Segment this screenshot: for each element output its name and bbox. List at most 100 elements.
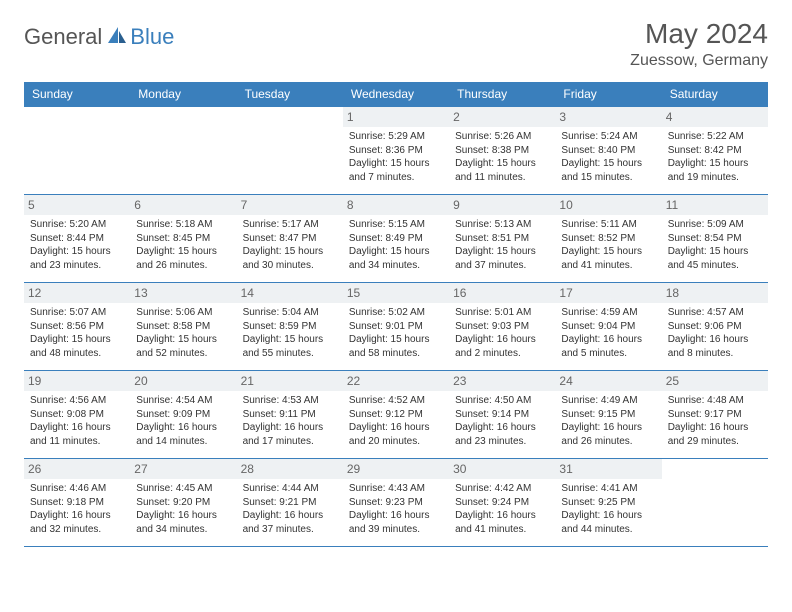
daylight-line: Daylight: 15 hours and 41 minutes. — [561, 245, 655, 272]
sunset-line: Sunset: 8:40 PM — [561, 144, 655, 158]
sunrise-line: Sunrise: 5:26 AM — [455, 130, 549, 144]
logo-text-general: General — [24, 24, 102, 50]
calendar-week-row: 26Sunrise: 4:46 AMSunset: 9:18 PMDayligh… — [24, 459, 768, 547]
sunrise-line: Sunrise: 5:29 AM — [349, 130, 443, 144]
day-number: 30 — [449, 459, 555, 479]
calendar-day-cell: 6Sunrise: 5:18 AMSunset: 8:45 PMDaylight… — [130, 195, 236, 283]
calendar-day-cell — [662, 459, 768, 547]
weekday-header: Wednesday — [343, 82, 449, 107]
calendar-day-cell: 18Sunrise: 4:57 AMSunset: 9:06 PMDayligh… — [662, 283, 768, 371]
daylight-line: Daylight: 15 hours and 19 minutes. — [668, 157, 762, 184]
calendar-day-cell: 27Sunrise: 4:45 AMSunset: 9:20 PMDayligh… — [130, 459, 236, 547]
sunset-line: Sunset: 9:03 PM — [455, 320, 549, 334]
calendar-body: 1 Sunrise: 5:29 AMSunset: 8:36 PM Daylight… — [24, 107, 768, 547]
calendar-table: SundayMondayTuesdayWednesdayThursdayFrid… — [24, 82, 768, 547]
sunrise-line: Sunrise: 5:07 AM — [30, 306, 124, 320]
daylight-line: Daylight: 15 hours and 58 minutes. — [349, 333, 443, 360]
daylight-line: Daylight: 15 hours and 11 minutes. — [455, 157, 549, 184]
sunset-line: Sunset: 9:17 PM — [668, 408, 762, 422]
logo: General Blue — [24, 24, 174, 50]
calendar-day-cell: 22Sunrise: 4:52 AMSunset: 9:12 PMDayligh… — [343, 371, 449, 459]
day-number: 26 — [24, 459, 130, 479]
sunrise-line: Sunrise: 4:46 AM — [30, 482, 124, 496]
day-number: 6 — [130, 195, 236, 215]
day-number: 13 — [130, 283, 236, 303]
day-number: 17 — [555, 283, 661, 303]
calendar-day-cell: 17Sunrise: 4:59 AMSunset: 9:04 PMDayligh… — [555, 283, 661, 371]
daylight-line: Daylight: 16 hours and 29 minutes. — [668, 421, 762, 448]
sunset-line: Sunset: 8:56 PM — [30, 320, 124, 334]
day-number: 27 — [130, 459, 236, 479]
daylight-line: Daylight: 15 hours and 23 minutes. — [30, 245, 124, 272]
sunrise-line: Sunrise: 4:53 AM — [243, 394, 337, 408]
sunset-line: Sunset: 8:52 PM — [561, 232, 655, 246]
calendar-day-cell: 31Sunrise: 4:41 AMSunset: 9:25 PMDayligh… — [555, 459, 661, 547]
day-number: 21 — [237, 371, 343, 391]
sunrise-line: Sunrise: 5:22 AM — [668, 130, 762, 144]
daylight-line: Daylight: 16 hours and 41 minutes. — [455, 509, 549, 536]
day-number: 4 — [662, 107, 768, 127]
daylight-line: Daylight: 16 hours and 2 minutes. — [455, 333, 549, 360]
daylight-line: Daylight: 15 hours and 48 minutes. — [30, 333, 124, 360]
logo-text-blue: Blue — [130, 24, 174, 50]
day-number: 15 — [343, 283, 449, 303]
sunrise-line: Sunrise: 4:49 AM — [561, 394, 655, 408]
sunset-line: Sunset: 8:54 PM — [668, 232, 762, 246]
calendar-day-cell: 13Sunrise: 5:06 AMSunset: 8:58 PMDayligh… — [130, 283, 236, 371]
sunset-line: Sunset: 9:20 PM — [136, 496, 230, 510]
sunset-line: Sunset: 9:24 PM — [455, 496, 549, 510]
sunset-line: Sunset: 8:59 PM — [243, 320, 337, 334]
sunrise-line: Sunrise: 4:52 AM — [349, 394, 443, 408]
weekday-header: Friday — [555, 82, 661, 107]
calendar-day-cell: 8Sunrise: 5:15 AMSunset: 8:49 PMDaylight… — [343, 195, 449, 283]
sunset-line: Sunset: 8:36 PM — [349, 144, 443, 158]
daylight-line: Daylight: 16 hours and 34 minutes. — [136, 509, 230, 536]
daylight-line: Daylight: 15 hours and 37 minutes. — [455, 245, 549, 272]
daylight-line: Daylight: 15 hours and 34 minutes. — [349, 245, 443, 272]
calendar-week-row: 19 Sunrise: 4:56 AMSunset: 9:08 PM Dayligh… — [24, 371, 768, 459]
sunrise-line: Sunrise: 4:56 AM — [30, 394, 124, 408]
calendar-week-row: 1 Sunrise: 5:29 AMSunset: 8:36 PM Daylight… — [24, 107, 768, 195]
calendar-day-cell: 16Sunrise: 5:01 AMSunset: 9:03 PMDayligh… — [449, 283, 555, 371]
sunset-line: Sunset: 9:09 PM — [136, 408, 230, 422]
calendar-header-row: SundayMondayTuesdayWednesdayThursdayFrid… — [24, 82, 768, 107]
sunrise-line: Sunrise: 4:42 AM — [455, 482, 549, 496]
daylight-line: Daylight: 15 hours and 30 minutes. — [243, 245, 337, 272]
sunrise-line: Sunrise: 4:57 AM — [668, 306, 762, 320]
calendar-day-cell: 14Sunrise: 5:04 AMSunset: 8:59 PMDayligh… — [237, 283, 343, 371]
logo-sail-icon — [106, 25, 128, 50]
day-number: 19 — [24, 371, 130, 391]
sunrise-line: Sunrise: 5:17 AM — [243, 218, 337, 232]
day-number: 22 — [343, 371, 449, 391]
calendar-day-cell: 28Sunrise: 4:44 AMSunset: 9:21 PMDayligh… — [237, 459, 343, 547]
day-number: 14 — [237, 283, 343, 303]
sunrise-line: Sunrise: 4:44 AM — [243, 482, 337, 496]
weekday-header: Monday — [130, 82, 236, 107]
calendar-day-cell: 11Sunrise: 5:09 AMSunset: 8:54 PMDayligh… — [662, 195, 768, 283]
sunset-line: Sunset: 9:15 PM — [561, 408, 655, 422]
weekday-header: Saturday — [662, 82, 768, 107]
daylight-line: Daylight: 16 hours and 8 minutes. — [668, 333, 762, 360]
day-number: 20 — [130, 371, 236, 391]
daylight-line: Daylight: 16 hours and 20 minutes. — [349, 421, 443, 448]
calendar-day-cell: 26Sunrise: 4:46 AMSunset: 9:18 PMDayligh… — [24, 459, 130, 547]
calendar-day-cell: 29Sunrise: 4:43 AMSunset: 9:23 PMDayligh… — [343, 459, 449, 547]
calendar-week-row: 12Sunrise: 5:07 AMSunset: 8:56 PMDayligh… — [24, 283, 768, 371]
weekday-header: Sunday — [24, 82, 130, 107]
sunset-line: Sunset: 8:49 PM — [349, 232, 443, 246]
sunset-line: Sunset: 9:08 PM — [30, 408, 124, 422]
sunrise-line: Sunrise: 5:20 AM — [30, 218, 124, 232]
sunset-line: Sunset: 8:38 PM — [455, 144, 549, 158]
calendar-day-cell: 25Sunrise: 4:48 AMSunset: 9:17 PMDayligh… — [662, 371, 768, 459]
calendar-day-cell: 23Sunrise: 4:50 AMSunset: 9:14 PMDayligh… — [449, 371, 555, 459]
day-number: 10 — [555, 195, 661, 215]
sunset-line: Sunset: 8:58 PM — [136, 320, 230, 334]
day-number: 16 — [449, 283, 555, 303]
sunrise-line: Sunrise: 4:48 AM — [668, 394, 762, 408]
day-number: 1 — [343, 107, 449, 127]
daylight-line: Daylight: 15 hours and 45 minutes. — [668, 245, 762, 272]
calendar-day-cell: 15Sunrise: 5:02 AMSunset: 9:01 PMDayligh… — [343, 283, 449, 371]
calendar-day-cell: 1Sunrise: 5:29 AMSunset: 8:36 PMDaylight… — [343, 107, 449, 195]
sunrise-line: Sunrise: 4:41 AM — [561, 482, 655, 496]
daylight-line: Daylight: 16 hours and 37 minutes. — [243, 509, 337, 536]
